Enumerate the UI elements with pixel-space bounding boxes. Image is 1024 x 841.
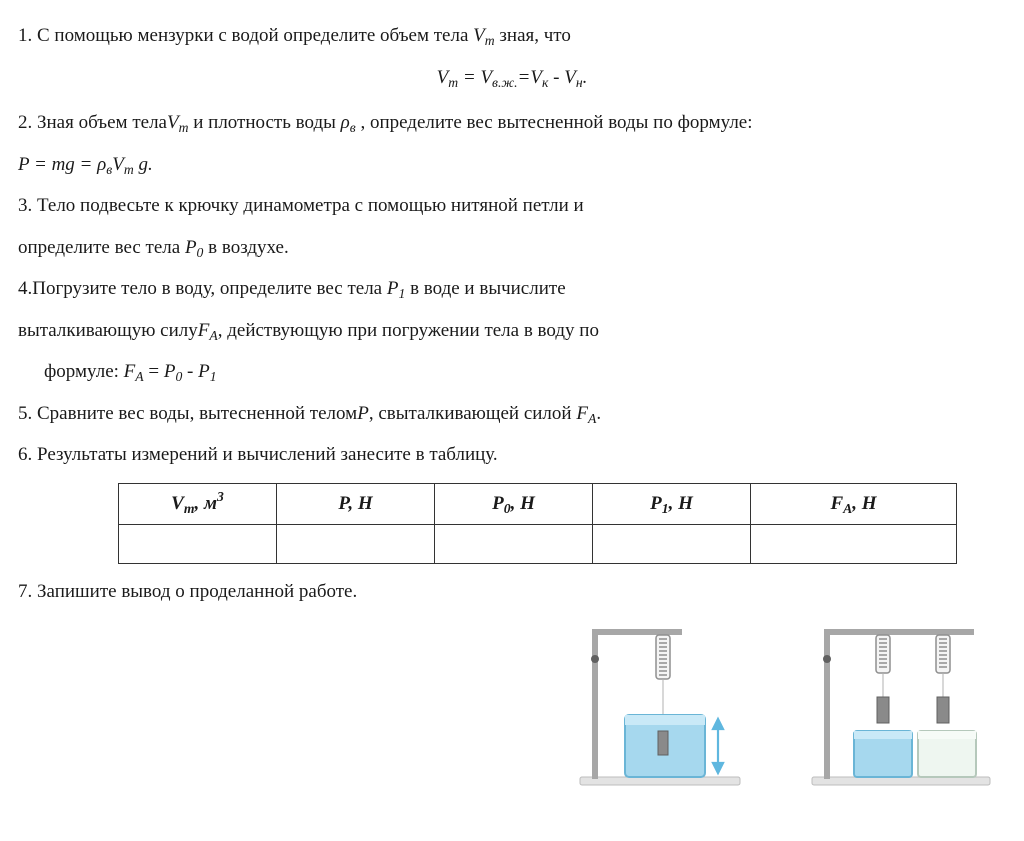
step1-suffix: зная, что xyxy=(495,25,571,46)
step1-formula: Vт = Vв.ж.=Vк - Vн. xyxy=(18,64,1006,92)
step2-formula: P = mg = ρвVт g. xyxy=(18,151,1006,179)
physics-worksheet: 1. С помощью мензурки с водой определите… xyxy=(0,0,1024,789)
step-3-line2: определите вес тела Р0 в воздухе. xyxy=(18,234,1006,262)
illustration-row xyxy=(18,619,1006,789)
table-header-row: Vт, м3 Р, Н Р0, Н Р1, Н FА, Н xyxy=(119,484,957,525)
step-7: 7. Запишите вывод о проделанной работе. xyxy=(18,578,1006,606)
step1-text: 1. С помощью мензурки с водой определите… xyxy=(18,25,473,46)
table-data-row xyxy=(119,524,957,563)
step-2: 2. Зная объем телаVт и плотность воды ρв… xyxy=(18,109,1006,137)
step-3-line1: 3. Тело подвесьте к крючку динамометра с… xyxy=(18,192,1006,220)
th-p: Р, Н xyxy=(277,484,435,525)
cell-fa xyxy=(751,524,957,563)
step-4-line3: формуле: FА = Р0 - Р1 xyxy=(44,358,1006,386)
cell-p1 xyxy=(593,524,751,563)
th-p1: Р1, Н xyxy=(593,484,751,525)
step-1: 1. С помощью мензурки с водой определите… xyxy=(18,22,1006,50)
cell-vt xyxy=(119,524,277,563)
apparatus-single-icon xyxy=(570,619,750,789)
cell-p0 xyxy=(435,524,593,563)
th-volume: Vт, м3 xyxy=(119,484,277,525)
step1-var: V xyxy=(473,25,485,46)
apparatus-double-icon xyxy=(806,619,996,789)
cell-p xyxy=(277,524,435,563)
step-4-line2: выталкивающую силуFА, действующую при по… xyxy=(18,317,1006,345)
results-table-wrap: Vт, м3 Р, Н Р0, Н Р1, Н FА, Н xyxy=(118,483,1006,564)
step-5: 5. Сравните вес воды, вытесненной теломР… xyxy=(18,400,1006,428)
step-4-line1: 4.Погрузите тело в воду, определите вес … xyxy=(18,275,1006,303)
th-p0: Р0, Н xyxy=(435,484,593,525)
step-6: 6. Результаты измерений и вычислений зан… xyxy=(18,441,1006,469)
step1-sub: т xyxy=(485,33,495,48)
results-table: Vт, м3 Р, Н Р0, Н Р1, Н FА, Н xyxy=(118,483,957,564)
th-fa: FА, Н xyxy=(751,484,957,525)
